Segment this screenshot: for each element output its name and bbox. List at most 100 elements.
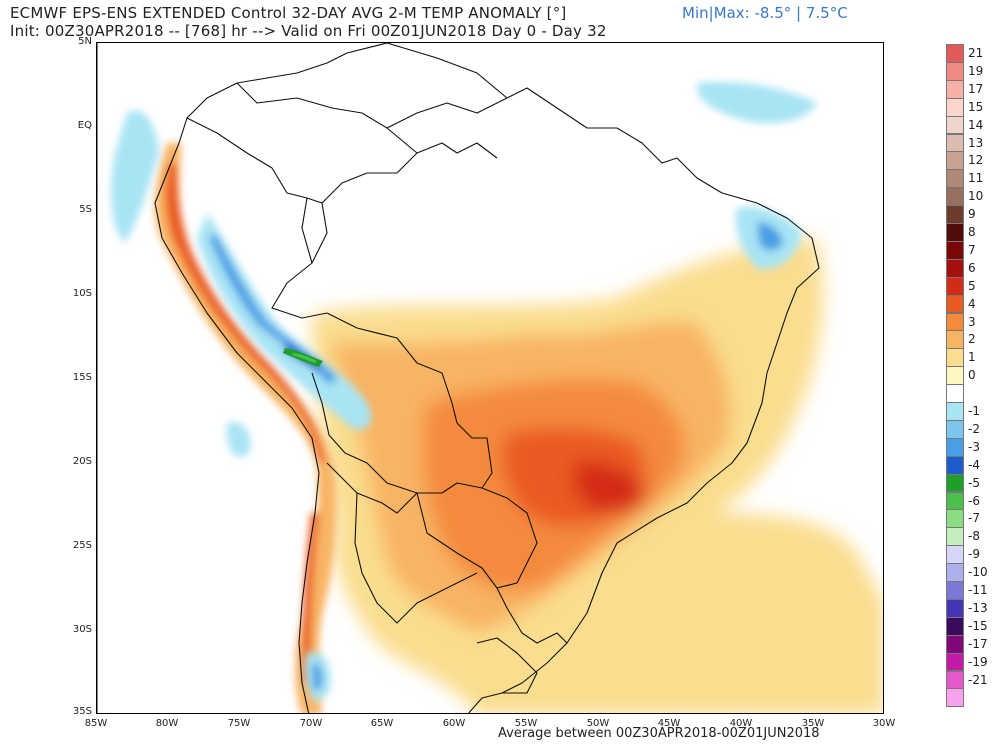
legend-label: 13 — [968, 135, 984, 150]
legend-label: -19 — [968, 654, 988, 669]
legend-swatch — [946, 419, 964, 439]
lon-label-45w: 45W — [657, 718, 681, 729]
legend-label: 5 — [968, 278, 976, 293]
legend-label: 19 — [968, 63, 984, 78]
lat-label-20s: 20S — [72, 456, 92, 467]
lon-label-40w: 40W — [729, 718, 753, 729]
legend-swatch — [946, 258, 964, 278]
legend-swatch — [946, 598, 964, 618]
legend-label: -7 — [968, 511, 980, 526]
legend-label: -2 — [968, 421, 980, 436]
legend-swatch — [946, 151, 964, 171]
legend-swatch — [946, 330, 964, 350]
legend-label: -13 — [968, 600, 988, 615]
lon-label-75w: 75W — [227, 718, 251, 729]
legend-label: -4 — [968, 457, 980, 472]
lat-label-30s: 30S — [72, 624, 92, 635]
lon-label-85w: 85W — [84, 718, 108, 729]
legend-label: -3 — [968, 439, 980, 454]
lat-label-10s: 10S — [72, 288, 92, 299]
legend-label: 1 — [968, 350, 976, 365]
cold-anomaly-field — [111, 81, 817, 703]
legend-label: -8 — [968, 529, 980, 544]
anomaly-map — [96, 42, 884, 714]
legend-label: 2 — [968, 332, 976, 347]
lat-label-35s: 35S — [72, 706, 92, 717]
lon-label-60w: 60W — [442, 718, 466, 729]
map-title: ECMWF EPS-ENS EXTENDED Control 32-DAY AV… — [10, 4, 567, 22]
legend-swatch — [946, 205, 964, 224]
lon-label-80w: 80W — [155, 718, 179, 729]
legend-label: 4 — [968, 296, 976, 311]
legend-label: 10 — [968, 189, 984, 204]
legend-swatch — [946, 61, 964, 81]
legend-swatch — [946, 634, 964, 654]
coastlines-and-borders — [154, 43, 820, 713]
warm-anomaly-field — [312, 238, 883, 713]
lat-label-5s: 5S — [79, 204, 92, 215]
legend-swatch — [946, 187, 964, 207]
legend-swatch — [946, 455, 964, 475]
legend-label: 21 — [968, 46, 984, 60]
legend-label: 6 — [968, 260, 976, 275]
legend-swatch — [946, 509, 964, 529]
legend-label: 0 — [968, 368, 976, 383]
lat-label-5n: 5N — [78, 36, 92, 47]
legend-label: -9 — [968, 547, 980, 562]
legend-swatch — [946, 437, 964, 457]
legend-swatch — [946, 563, 964, 582]
lat-label-25s: 25S — [72, 540, 92, 551]
legend-swatch — [946, 240, 964, 260]
legend-swatch — [946, 670, 964, 690]
legend-swatch — [946, 527, 964, 547]
legend-label: -1 — [968, 404, 980, 418]
legend-swatch — [946, 473, 964, 493]
legend-swatch — [946, 616, 964, 636]
legend-swatch — [946, 312, 964, 332]
legend-swatch — [946, 44, 964, 63]
legend-label: 12 — [968, 153, 984, 168]
legend-label: 14 — [968, 117, 984, 132]
legend-swatch — [946, 384, 964, 403]
legend-label: -21 — [968, 672, 988, 687]
lon-label-30w: 30W — [872, 718, 896, 729]
legend-label: 3 — [968, 314, 976, 329]
legend-swatch — [946, 402, 964, 421]
legend-swatch — [946, 581, 964, 600]
green-cold-core-inner — [292, 353, 317, 363]
lon-label-70w: 70W — [299, 718, 323, 729]
legend-swatch — [946, 276, 964, 296]
legend-swatch — [946, 169, 964, 189]
legend-swatch — [946, 115, 964, 135]
legend-label: -5 — [968, 475, 980, 490]
lon-label-50w: 50W — [586, 718, 610, 729]
legend-label: 17 — [968, 81, 984, 96]
lon-label-55w: 55W — [514, 718, 538, 729]
legend-label: -11 — [968, 583, 988, 597]
legend-swatch — [946, 545, 964, 565]
legend-swatch — [946, 223, 964, 242]
legend-label: -6 — [968, 493, 980, 508]
legend-label: 11 — [968, 171, 984, 186]
legend-swatch — [946, 366, 964, 386]
legend-swatch — [946, 97, 964, 117]
lon-label-65w: 65W — [370, 718, 394, 729]
legend-swatch — [946, 133, 964, 153]
legend-swatch — [946, 348, 964, 368]
legend-label: 7 — [968, 242, 976, 257]
lon-label-35w: 35W — [801, 718, 825, 729]
legend-swatch — [946, 79, 964, 99]
legend-swatch — [946, 294, 964, 314]
color-legend — [946, 44, 964, 708]
legend-label: -10 — [968, 565, 988, 580]
legend-swatch — [946, 688, 964, 708]
averaging-period-caption: Average between 00Z30APR2018-00Z01JUN201… — [498, 726, 820, 741]
legend-swatch — [946, 491, 964, 511]
lat-label-eq: EQ — [77, 120, 92, 131]
legend-swatch — [946, 652, 964, 672]
legend-label: -15 — [968, 618, 988, 633]
lat-label-15s: 15S — [72, 372, 92, 383]
legend-label: 15 — [968, 99, 984, 114]
legend-label: 9 — [968, 207, 976, 222]
andes-warm-band — [154, 143, 337, 713]
